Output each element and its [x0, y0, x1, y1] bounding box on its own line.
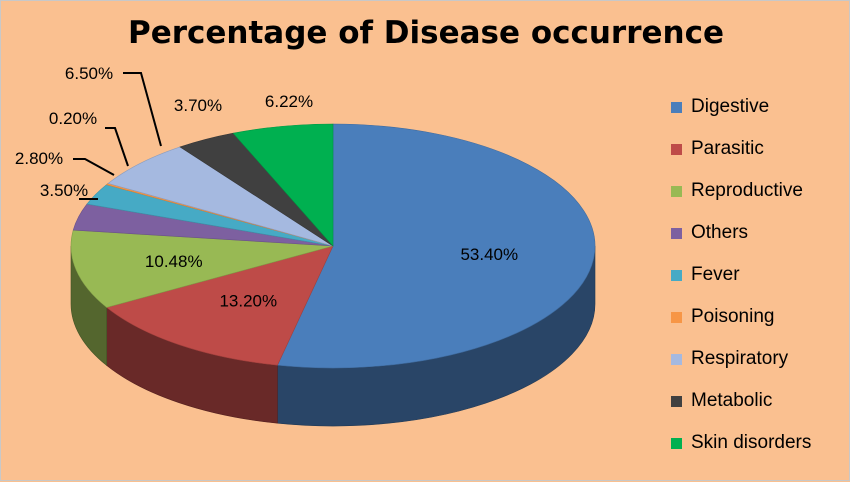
legend-label-respiratory: Respiratory — [691, 348, 789, 369]
legend-item-fever: Fever — [671, 263, 740, 287]
chart-title: Percentage of Disease occurrence — [127, 15, 725, 51]
pie-data-labels: 53.40% 13.20% 10.48% 3.50% 2.80% 0.20% 6.50% 3.… — [15, 64, 518, 310]
pie-slice-parasitic — [106, 245, 334, 366]
legend-swatch-metabolic — [671, 395, 682, 407]
legend-swatch-skin-disorders — [671, 437, 682, 449]
legend-swatch-poisoning — [671, 311, 682, 323]
legend-item-others: Others — [671, 221, 748, 245]
data-label-reproductive: 10.48% — [145, 252, 203, 271]
legend-label-digestive: Digestive — [691, 96, 770, 117]
data-label-others: 3.50% — [40, 181, 88, 200]
data-label-skin-disorders: 6.22% — [265, 92, 313, 111]
legend-item-poisoning: Poisoning — [671, 305, 774, 329]
legend-swatch-reproductive — [671, 185, 682, 197]
pie-slice-reproductive — [70, 229, 334, 308]
pie-side-walls — [70, 245, 596, 427]
legend-item-respiratory: Respiratory — [671, 347, 788, 371]
legend-item-skin-disorders: Skin disorders — [671, 431, 811, 455]
legend-swatch-parasitic — [671, 143, 682, 155]
leader-line-poisoning — [105, 127, 129, 167]
legend-item-metabolic: Metabolic — [671, 389, 772, 413]
legend-label-poisoning: Poisoning — [691, 306, 775, 327]
legend-label-metabolic: Metabolic — [691, 390, 773, 411]
data-label-poisoning: 0.20% — [49, 109, 97, 128]
pie-slice-digestive — [277, 123, 596, 369]
data-label-digestive: 53.40% — [460, 245, 518, 264]
legend-label-skin-disorders: Skin disorders — [691, 432, 812, 453]
legend-item-parasitic: Parasitic — [671, 137, 764, 161]
legend-item-digestive: Digestive — [671, 95, 769, 119]
data-label-parasitic: 13.20% — [219, 291, 277, 310]
legend-label-reproductive: Reproductive — [691, 180, 803, 201]
leader-line-fever — [73, 158, 115, 176]
pie-top-faces — [70, 123, 596, 369]
legend-swatch-others — [671, 227, 682, 239]
legend-label-others: Others — [691, 222, 749, 243]
legend-swatch-respiratory — [671, 353, 682, 365]
data-label-metabolic: 3.70% — [174, 96, 222, 115]
legend-label-parasitic: Parasitic — [691, 138, 764, 159]
data-label-respiratory: 6.50% — [65, 64, 113, 83]
leader-line-respiratory — [123, 72, 162, 147]
legend-swatch-fever — [671, 269, 682, 281]
legend-label-fever: Fever — [691, 264, 740, 285]
data-label-fever: 2.80% — [15, 149, 63, 168]
pie-slice-skin-disorders — [232, 123, 334, 247]
legend-item-reproductive: Reproductive — [671, 179, 803, 203]
legend-swatch-digestive — [671, 101, 682, 113]
